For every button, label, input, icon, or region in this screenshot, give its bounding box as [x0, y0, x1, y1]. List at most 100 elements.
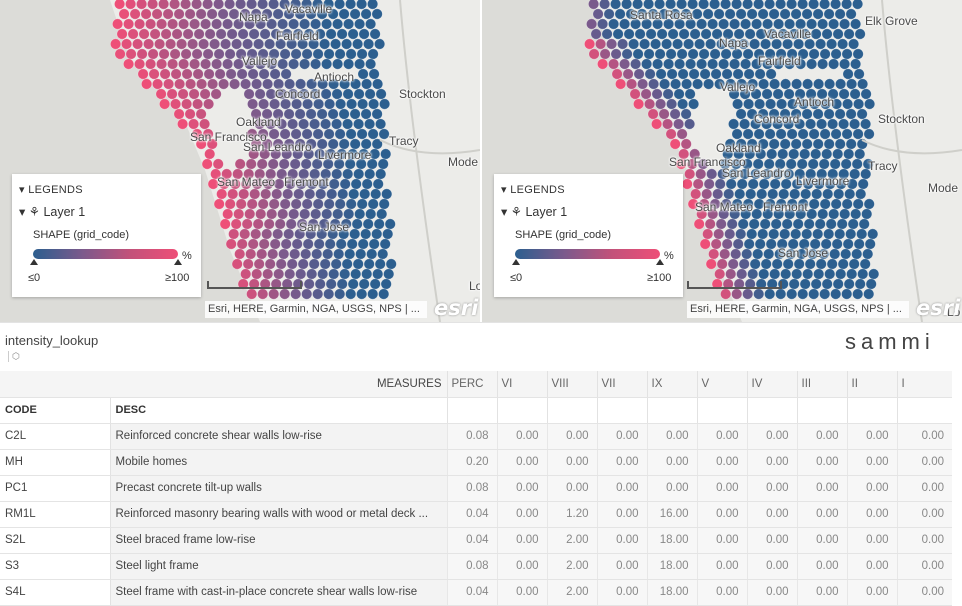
- value-cell: 0.00: [896, 475, 952, 502]
- map-view-left[interactable]: Vacaville Napa Fairfield Vallejo Antioch…: [0, 0, 480, 322]
- hex-cell: [236, 68, 248, 80]
- hex-cell: [597, 18, 609, 30]
- hex-cell: [768, 8, 780, 20]
- city-label: Vallejo: [720, 80, 756, 94]
- hex-cell: [684, 118, 696, 130]
- hex-cell: [863, 288, 875, 300]
- hex-cell: [280, 98, 292, 110]
- hex-cell: [669, 138, 681, 150]
- column-header[interactable]: II: [846, 371, 897, 398]
- hex-cell: [352, 38, 364, 50]
- hex-cell: [207, 178, 219, 190]
- hex-cell: [333, 248, 345, 260]
- hex-cell: [845, 138, 857, 150]
- column-header[interactable]: I: [896, 371, 952, 398]
- column-header-desc[interactable]: DESC: [109, 397, 447, 424]
- hex-cell: [684, 168, 696, 180]
- hex-cell: [360, 108, 372, 120]
- column-header[interactable]: PERC: [446, 371, 497, 398]
- hex-cell: [288, 58, 300, 70]
- hex-cell: [356, 288, 368, 300]
- hex-cell: [219, 218, 231, 230]
- hex-cell: [272, 108, 284, 120]
- hex-cell: [855, 188, 867, 200]
- cube-icon[interactable]: ⬡: [8, 351, 20, 362]
- header-blank-cell: [646, 397, 697, 424]
- legend-header[interactable]: ▾ LEGENDS: [19, 184, 83, 196]
- city-label: San Leandro: [722, 166, 791, 180]
- hex-cell: [711, 278, 723, 290]
- hex-cell: [332, 18, 344, 30]
- map-attribution[interactable]: Esri, HERE, Garmin, NGA, USGS, NPS | ...: [205, 301, 427, 318]
- hex-cell: [780, 268, 792, 280]
- hex-cell: [862, 158, 874, 170]
- hex-cell: [814, 218, 826, 230]
- hex-cell: [841, 198, 853, 210]
- hex-cell: [195, 8, 207, 20]
- hex-cell: [815, 258, 827, 270]
- hex-cell: [807, 248, 819, 260]
- column-header[interactable]: VI: [496, 371, 547, 398]
- column-header[interactable]: III: [796, 371, 847, 398]
- hex-cell: [253, 258, 265, 270]
- table-row[interactable]: S2L Steel braced frame low-rise 0.04 0.00 2.…: [0, 527, 952, 554]
- hex-cell: [829, 248, 841, 260]
- map-view-right[interactable]: Santa Rosa Elk Grove Napa Vacaville Fair…: [482, 0, 962, 322]
- hex-cell: [360, 228, 372, 240]
- brand-logo: sammi: [845, 329, 935, 354]
- value-cell: 0.00: [496, 527, 547, 554]
- hex-cell: [608, 58, 620, 70]
- column-header[interactable]: VII: [596, 371, 647, 398]
- hex-cell: [304, 188, 316, 200]
- hex-cell: [833, 188, 845, 200]
- legend-layer-toggle[interactable]: ▾ ⚘ Layer 1: [501, 205, 568, 219]
- hex-cell: [742, 48, 754, 60]
- table-row[interactable]: S4L Steel frame with cast-in-place concre…: [0, 579, 952, 606]
- hex-cell: [339, 78, 351, 90]
- hex-cell: [728, 118, 740, 130]
- hex-cell: [633, 98, 645, 110]
- value-cell: 0.00: [896, 449, 952, 476]
- column-header-code[interactable]: CODE: [0, 397, 110, 424]
- hex-cell: [361, 178, 373, 190]
- legend-header[interactable]: ▾ LEGENDS: [501, 184, 565, 196]
- column-header[interactable]: VIII: [546, 371, 597, 398]
- column-header[interactable]: V: [696, 371, 747, 398]
- code-cell: S2L: [0, 527, 110, 554]
- hex-cell: [732, 68, 744, 80]
- hex-cell: [285, 218, 297, 230]
- hex-cell: [756, 188, 768, 200]
- value-cell: 0.00: [796, 527, 847, 554]
- hex-cell: [764, 0, 776, 10]
- column-header[interactable]: IV: [746, 371, 797, 398]
- value-cell: 0.00: [746, 579, 797, 606]
- table-row[interactable]: MH Mobile homes 0.20 0.00 0.00 0.00 0.00 0.00 0.…: [0, 449, 952, 476]
- table-row[interactable]: PC1 Precast concrete tilt-up walls 0.08 0.0…: [0, 475, 952, 502]
- map-attribution[interactable]: Esri, HERE, Garmin, NGA, USGS, NPS | ...: [687, 301, 909, 318]
- hex-cell: [690, 188, 702, 200]
- hex-cell: [355, 248, 367, 260]
- hex-cell: [651, 118, 663, 130]
- hex-cell: [860, 168, 872, 180]
- hex-cell: [817, 18, 829, 30]
- hex-cell: [812, 8, 824, 20]
- hex-cell: [325, 148, 337, 160]
- hex-cell: [728, 88, 740, 100]
- table-row[interactable]: RM1L Reinforced masonry bearing walls wit…: [0, 501, 952, 528]
- value-cell: 0.00: [846, 579, 897, 606]
- table-row[interactable]: S3 Steel light frame 0.08 0.00 2.00 0.00 18.00…: [0, 553, 952, 580]
- hex-cell: [614, 8, 626, 20]
- hex-cell: [349, 8, 361, 20]
- hex-cell: [375, 118, 387, 130]
- hex-cell: [772, 88, 784, 100]
- city-label: Tracy: [868, 159, 898, 173]
- column-header[interactable]: IX: [646, 371, 697, 398]
- table-row[interactable]: C2L Reinforced concrete shear walls low-r…: [0, 423, 952, 450]
- hex-cell: [305, 138, 317, 150]
- legend-layer-toggle[interactable]: ▾ ⚘ Layer 1: [19, 205, 86, 219]
- hex-cell: [353, 118, 365, 130]
- hex-cell: [294, 138, 306, 150]
- hex-cell: [328, 78, 340, 90]
- hex-cell: [366, 248, 378, 260]
- hex-cell: [771, 258, 783, 270]
